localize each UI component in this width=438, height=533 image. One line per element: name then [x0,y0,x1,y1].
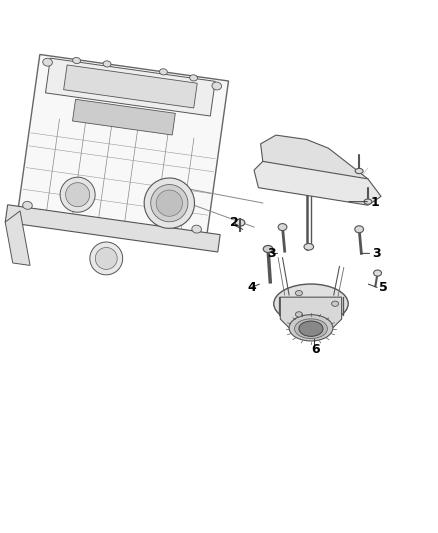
Ellipse shape [43,58,53,66]
Ellipse shape [192,225,201,233]
Polygon shape [280,297,342,328]
Text: 5: 5 [379,281,388,294]
Ellipse shape [90,242,123,275]
Ellipse shape [304,244,314,250]
Ellipse shape [95,247,117,269]
Text: 1: 1 [370,197,379,209]
Ellipse shape [295,312,302,317]
Polygon shape [73,99,175,135]
Ellipse shape [212,82,222,90]
Ellipse shape [235,219,245,226]
Ellipse shape [289,314,333,341]
Text: 3: 3 [372,247,381,260]
Ellipse shape [299,321,323,336]
Text: 4: 4 [247,281,256,294]
Ellipse shape [364,199,372,204]
Ellipse shape [151,184,188,222]
Ellipse shape [374,270,381,276]
Ellipse shape [159,69,167,75]
Ellipse shape [66,183,90,207]
Ellipse shape [73,58,81,63]
Text: 6: 6 [311,343,320,356]
Ellipse shape [294,319,327,338]
Polygon shape [5,211,30,265]
Ellipse shape [190,75,198,81]
Ellipse shape [156,190,183,216]
Polygon shape [254,161,381,205]
Ellipse shape [355,168,363,174]
Ellipse shape [103,61,111,67]
Polygon shape [261,135,368,197]
Ellipse shape [278,223,287,231]
Ellipse shape [332,301,339,306]
Ellipse shape [295,290,303,296]
Text: 2: 2 [230,216,239,229]
Polygon shape [64,65,197,108]
Text: 3: 3 [267,247,276,260]
Ellipse shape [355,226,364,233]
Polygon shape [5,205,220,252]
Ellipse shape [274,284,348,324]
Ellipse shape [23,201,32,209]
Ellipse shape [60,177,95,212]
Polygon shape [46,58,215,116]
Ellipse shape [144,178,194,228]
Ellipse shape [263,246,273,253]
Polygon shape [18,54,229,239]
